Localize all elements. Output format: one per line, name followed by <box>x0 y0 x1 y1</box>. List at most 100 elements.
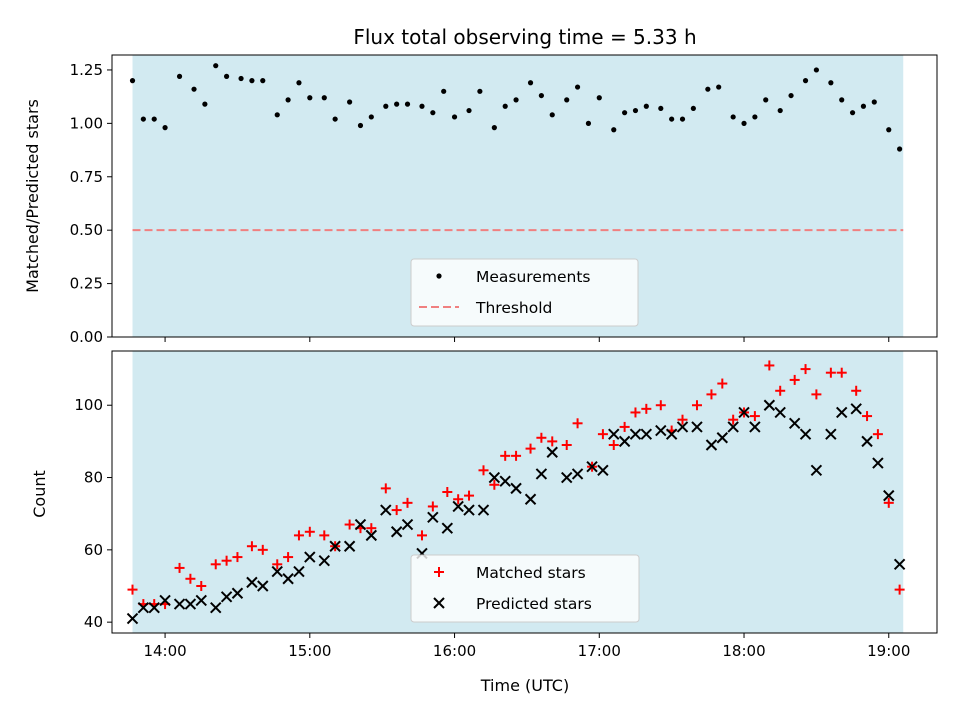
data-point <box>162 125 168 131</box>
x-stroke-b <box>618 435 631 448</box>
legend-box <box>410 554 640 623</box>
data-point <box>246 541 257 552</box>
data-point <box>513 97 519 103</box>
x-stroke-b <box>738 406 750 419</box>
count-panel-frame <box>111 350 938 634</box>
data-point <box>871 99 877 105</box>
x-stroke-b <box>390 526 403 538</box>
legend-box <box>410 258 639 327</box>
x-stroke-b <box>126 612 139 625</box>
data-point <box>354 518 367 531</box>
data-point <box>427 501 438 512</box>
data-point <box>706 389 717 400</box>
x-stroke-b <box>836 406 848 419</box>
data-point <box>463 504 475 516</box>
data-point <box>173 598 186 610</box>
data-point <box>319 530 330 541</box>
data-point <box>641 403 652 414</box>
data-point <box>318 554 330 567</box>
data-point <box>608 428 620 440</box>
data-point <box>185 573 196 584</box>
data-point <box>728 414 739 425</box>
data-point <box>836 406 848 419</box>
x-axis-label: Time (UTC) <box>480 676 569 695</box>
data-point <box>332 116 338 122</box>
data-point <box>849 110 856 116</box>
data-point <box>538 92 544 99</box>
x-stroke-b <box>655 424 667 437</box>
x-stroke-b <box>220 591 233 603</box>
data-point <box>148 601 160 614</box>
data-point <box>741 120 747 126</box>
data-point <box>861 435 873 448</box>
data-point <box>716 432 729 444</box>
x-stroke-b <box>282 573 294 585</box>
data-point <box>763 399 776 411</box>
data-point <box>749 411 760 422</box>
x-stroke-b <box>705 439 718 451</box>
data-point <box>491 125 497 131</box>
x-stroke-b <box>452 500 464 513</box>
data-point <box>419 103 425 109</box>
data-point <box>850 403 862 415</box>
data-point <box>347 99 353 105</box>
data-point <box>202 101 208 107</box>
x-tick-label: 15:00 <box>288 642 331 660</box>
x-stroke-b <box>676 421 689 433</box>
data-point <box>777 107 783 114</box>
data-point <box>764 360 775 371</box>
data-point <box>669 116 675 122</box>
data-point <box>401 518 414 531</box>
x-tick-label: 19:00 <box>867 642 910 660</box>
chart-title: Flux total observing time = 5.33 h <box>353 25 696 49</box>
count-panel: 40 60 80 100 14:00 15:00 16:00 17:00 18:00 19:00… <box>30 350 938 695</box>
data-point <box>828 80 834 86</box>
count-points <box>126 360 906 625</box>
data-point <box>404 101 411 107</box>
data-point <box>478 465 489 476</box>
legend-label: Predicted stars <box>476 595 592 613</box>
data-point <box>825 428 837 440</box>
data-point <box>585 120 592 126</box>
data-point <box>441 88 447 94</box>
data-point <box>238 75 244 82</box>
data-point <box>210 601 222 614</box>
data-point <box>488 471 501 484</box>
data-point <box>137 601 150 614</box>
x-stroke-b <box>318 554 330 567</box>
x-stroke-b <box>343 540 356 552</box>
data-point <box>441 522 454 534</box>
data-point <box>883 489 895 502</box>
data-point <box>572 418 583 429</box>
data-point <box>629 428 642 440</box>
data-point <box>343 540 356 552</box>
data-point <box>430 110 436 116</box>
data-point <box>453 494 464 505</box>
data-point <box>811 389 822 400</box>
data-point <box>597 429 608 440</box>
data-point <box>658 105 664 112</box>
x-tick-label: 18:00 <box>722 642 765 660</box>
x-stroke-b <box>499 475 511 487</box>
y-tick-label: 0.25 <box>70 275 103 293</box>
data-point <box>191 86 197 92</box>
x-stroke-b <box>546 446 558 458</box>
y-tick-label: 1.00 <box>70 114 103 132</box>
data-point <box>525 443 536 454</box>
x-tick-label: 16:00 <box>433 642 476 660</box>
data-point <box>140 116 146 122</box>
data-point <box>282 573 294 585</box>
data-point <box>717 378 728 389</box>
data-point <box>836 367 847 378</box>
data-point <box>184 598 197 610</box>
x-stroke-b <box>799 428 812 440</box>
x-stroke-b <box>441 522 454 534</box>
data-point <box>510 482 522 495</box>
ratio-x-axis <box>164 337 890 342</box>
data-point <box>357 122 364 129</box>
data-point <box>416 530 427 541</box>
data-point <box>676 421 689 433</box>
ratio-y-axis: 0.00 0.25 0.50 0.75 1.00 1.25 <box>70 61 112 346</box>
x-stroke-b <box>629 428 642 440</box>
data-point <box>690 105 696 112</box>
